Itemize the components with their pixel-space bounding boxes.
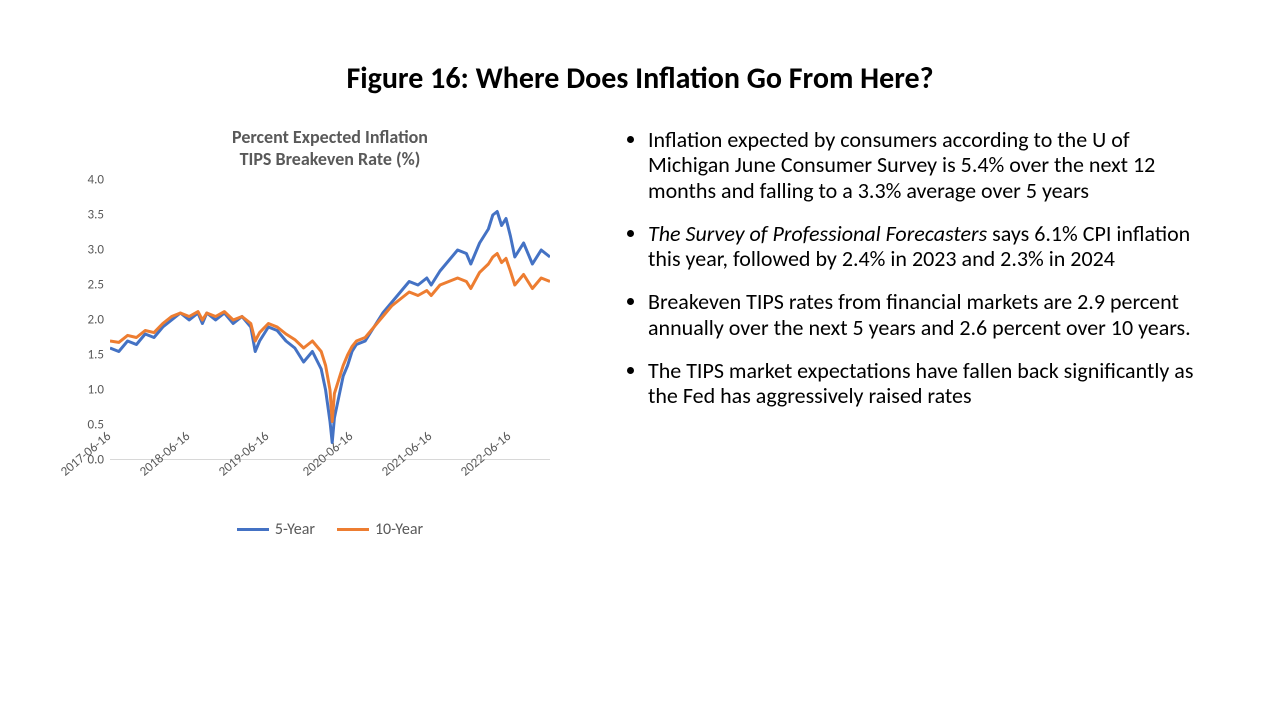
bullet-list: Inflation expected by consumers accordin… xyxy=(620,127,1210,409)
bullet-item: The TIPS market expectations have fallen… xyxy=(648,358,1210,409)
bullet-text-segment: Inflation expected by consumers accordin… xyxy=(648,126,1155,204)
bullet-text-segment: The TIPS market expectations have fallen… xyxy=(648,357,1193,409)
bullets-column: Inflation expected by consumers accordin… xyxy=(590,127,1210,680)
legend-item: 10-Year xyxy=(337,520,423,539)
y-tick-label: 2.0 xyxy=(88,313,110,328)
y-tick-label: 4.0 xyxy=(88,173,110,188)
content-row: Percent Expected Inflation TIPS Breakeve… xyxy=(70,127,1210,680)
bullet-item: The Survey of Professional Forecasters s… xyxy=(648,221,1210,272)
chart-column: Percent Expected Inflation TIPS Breakeve… xyxy=(70,127,590,680)
legend-label: 10-Year xyxy=(375,520,423,539)
chart-plot-area: 0.00.51.01.52.02.53.03.54.02017-06-16201… xyxy=(110,180,550,460)
chart-title-line2: TIPS Breakeven Rate (%) xyxy=(232,149,428,171)
figure-title: Figure 16: Where Does Inflation Go From … xyxy=(70,60,1210,97)
bullet-text-segment: The Survey of Professional Forecasters xyxy=(648,220,987,247)
legend-swatch xyxy=(337,528,369,531)
y-tick-label: 2.5 xyxy=(88,278,110,293)
chart-legend: 5-Year 10-Year xyxy=(237,520,423,539)
legend-label: 5-Year xyxy=(275,520,315,539)
y-tick-label: 1.0 xyxy=(88,383,110,398)
legend-swatch xyxy=(237,528,269,531)
y-tick-label: 3.5 xyxy=(88,208,110,223)
legend-item: 5-Year xyxy=(237,520,315,539)
chart-title-line1: Percent Expected Inflation xyxy=(232,127,428,149)
y-tick-label: 1.5 xyxy=(88,348,110,363)
line-chart-svg xyxy=(110,180,550,460)
slide: Figure 16: Where Does Inflation Go From … xyxy=(0,0,1280,720)
y-tick-label: 3.0 xyxy=(88,243,110,258)
bullet-item: Inflation expected by consumers accordin… xyxy=(648,127,1210,203)
series-line xyxy=(110,254,550,422)
bullet-item: Breakeven TIPS rates from financial mark… xyxy=(648,289,1210,340)
chart-title: Percent Expected Inflation TIPS Breakeve… xyxy=(232,127,428,170)
bullet-text-segment: Breakeven TIPS rates from financial mark… xyxy=(648,288,1191,340)
